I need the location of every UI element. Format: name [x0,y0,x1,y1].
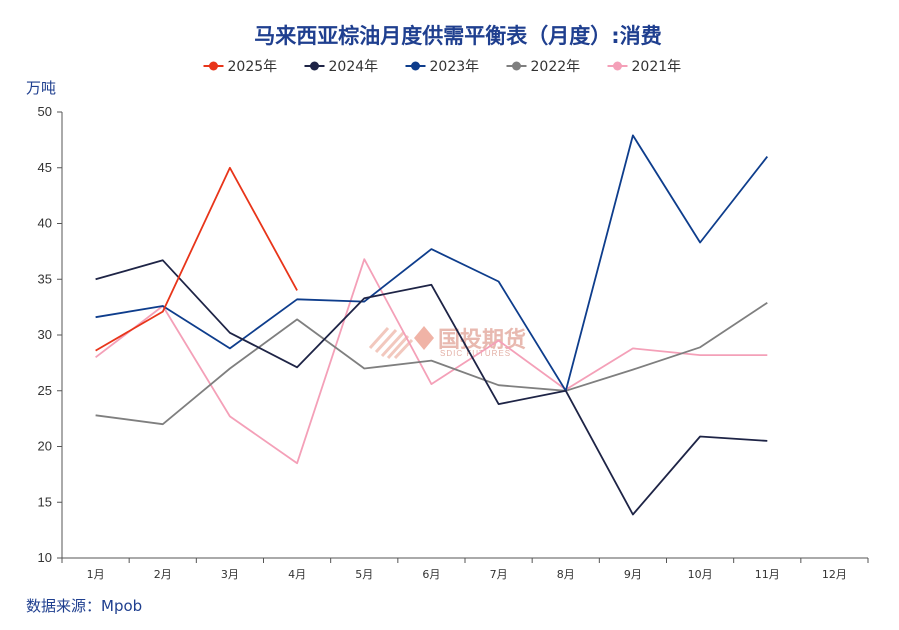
watermark-subtext: SDIC FUTURES [440,349,511,358]
x-tick-label: 4月 [288,568,306,581]
x-tick-label: 5月 [355,568,373,581]
legend-marker-2022年 [512,61,521,71]
x-tick-label: 9月 [624,568,642,581]
legend-label: 2022年 [531,59,581,75]
y-tick-label: 35 [38,271,52,286]
series-line-2025年 [95,166,298,352]
watermark-diamond-icon [414,326,434,350]
watermark-logo: 国投期货 SDIC FUTURES [368,326,526,360]
y-tick-label: 45 [38,160,52,175]
y-tick-label: 20 [38,439,52,454]
legend-label: 2021年 [632,59,682,75]
x-tick-label: 12月 [822,568,847,581]
watermark-text: 国投期货 [438,327,526,353]
legend-marker-2024年 [310,61,319,71]
legend-label: 2023年 [430,59,480,75]
x-tick-label: 6月 [422,568,440,581]
y-tick-label: 10 [38,550,52,565]
series-line-2022年 [95,301,768,426]
x-tick-label: 2月 [154,568,172,581]
data-source-note: 数据来源：Mpob [26,597,142,615]
legend-marker-2021年 [613,61,622,71]
y-tick-label: 40 [38,216,52,231]
chart-title: 马来西亚棕油月度供需平衡表（月度）:消费 [254,24,661,48]
x-tick-label: 1月 [87,568,105,581]
legend: 2025年 2024年 2023年 2022年 2021年 [203,59,682,75]
y-tick-label: 25 [38,383,52,398]
series-line-2023年 [95,134,769,392]
legend-label: 2024年 [329,59,379,75]
x-tick-label: 7月 [490,568,508,581]
y-tick-label: 30 [38,327,52,342]
series-line-2024年 [95,259,768,516]
y-tick-label: 50 [38,104,52,119]
legend-marker-2025年 [209,61,218,71]
legend-label: 2025年 [228,59,278,75]
axes: 10 15 20 25 30 35 40 45 50 1月 2月 3月 4月 5月 6月 7月 8月 9月 10月 1… [38,104,869,581]
series-lines [95,134,769,516]
legend-marker-2023年 [411,61,420,71]
watermark-stripes-icon [368,326,414,360]
x-tick-label: 8月 [557,568,575,581]
series-line-2021年 [95,258,768,465]
x-tick-label: 10月 [688,568,713,581]
x-tick-label: 3月 [221,568,239,581]
x-tick-label: 11月 [755,568,780,581]
y-axis-unit: 万吨 [26,79,56,97]
y-tick-label: 15 [38,494,52,509]
